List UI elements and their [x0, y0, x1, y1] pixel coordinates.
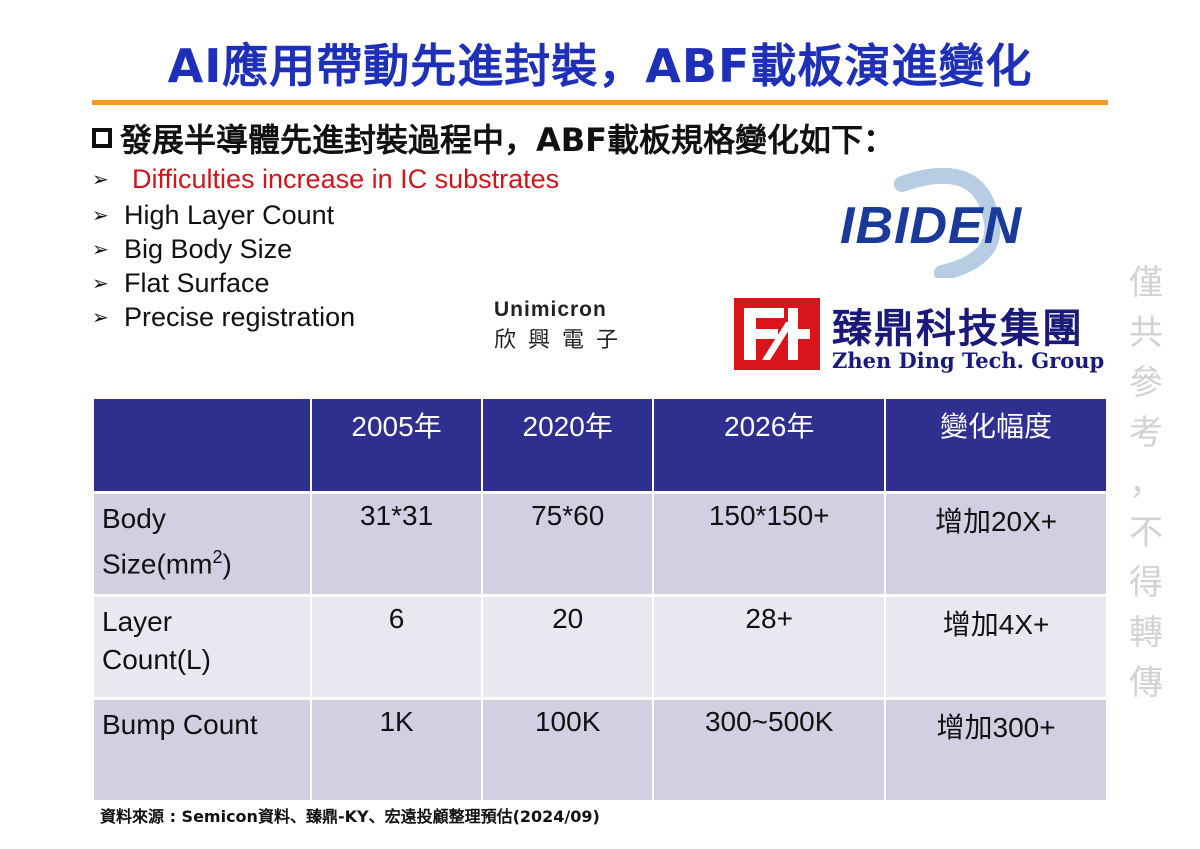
bullet-item: ➢ Precise registration: [92, 300, 559, 334]
table-row: Bump Count 1K 100K 300~500K 增加300+: [94, 700, 1106, 800]
arrow-bullet-icon: ➢: [92, 204, 109, 227]
row-label-line: Layer: [102, 606, 173, 637]
watermark-char: ，: [1129, 463, 1163, 503]
table-header-cell: [94, 399, 310, 491]
subtitle: 發展半導體先進封裝過程中，ABF載板規格變化如下：: [92, 115, 895, 161]
row-label-line: Bump Count: [102, 709, 258, 740]
table-row: Body Size(mm2) 31*31 75*60 150*150+ 增加20…: [94, 494, 1106, 594]
abf-spec-table: 2005年 2020年 2026年 變化幅度 Body Size(mm2) 31…: [92, 396, 1108, 803]
table-cell: 增加20X+: [886, 494, 1106, 594]
bullet-text: Precise registration: [124, 301, 356, 332]
ibiden-logo: IBIDEN: [840, 197, 1023, 255]
watermark: 僅 共 參 考 ， 不 得 轉 傳: [1126, 258, 1166, 708]
superscript: 2: [212, 547, 223, 567]
arrow-bullet-icon: ➢: [92, 168, 109, 191]
table-cell: 20: [483, 597, 653, 697]
bullet-list: ➢ Difficulties increase in IC substrates…: [92, 160, 559, 334]
subtitle-text: 發展半導體先進封裝過程中，ABF載板規格變化如下：: [120, 121, 896, 159]
bullet-text: Difficulties increase in IC substrates: [132, 163, 560, 194]
bullet-text: Big Body Size: [124, 233, 293, 264]
watermark-char: 得: [1129, 563, 1163, 603]
bullet-item: ➢ High Layer Count: [92, 198, 559, 232]
row-label-line: Size(mm: [102, 548, 213, 580]
row-label-line: Body: [102, 503, 166, 534]
row-label: Body Size(mm2): [94, 494, 310, 594]
table-row: Layer Count(L) 6 20 28+ 增加4X+: [94, 597, 1106, 697]
row-label: Bump Count: [94, 700, 310, 800]
row-label: Layer Count(L): [94, 597, 310, 697]
arrow-bullet-icon: ➢: [92, 238, 109, 261]
table-header-cell: 變化幅度: [886, 399, 1106, 491]
row-label-close: ): [222, 548, 232, 580]
ibiden-logo-arc-icon: [894, 168, 1001, 278]
table-header-cell: 2026年: [654, 399, 885, 491]
zhending-logo: Zhen Ding Tech. Group: [832, 348, 1105, 373]
zhending-logo-chinese: 臻鼎科技集團: [832, 305, 1084, 352]
bullet-item: ➢ Big Body Size: [92, 232, 559, 266]
table-cell: 6: [312, 597, 482, 697]
watermark-char: 傳: [1129, 663, 1163, 703]
zhending-logo-mark-icon: [734, 298, 820, 370]
bullet-text: High Layer Count: [124, 199, 335, 230]
table-header-cell: 2020年: [483, 399, 653, 491]
page-title: AI應用帶動先進封裝，ABF載板演進變化: [167, 39, 1033, 93]
table-cell: 150*150+: [654, 494, 885, 594]
bullet-item: ➢ Difficulties increase in IC substrates: [92, 160, 559, 198]
table-header-row: 2005年 2020年 2026年 變化幅度: [94, 399, 1106, 491]
watermark-char: 共: [1129, 313, 1163, 353]
watermark-char: 僅: [1129, 263, 1163, 303]
table-cell: 100K: [483, 700, 653, 800]
table-cell: 28+: [654, 597, 885, 697]
table-cell: 增加300+: [886, 700, 1106, 800]
row-label-line: Count(L): [102, 644, 211, 675]
source-note: 資料來源 : Semicon資料、臻鼎-KY、宏遠投顧整理預估(2024/09): [100, 807, 600, 826]
watermark-char: 參: [1129, 363, 1163, 403]
table-cell: 31*31: [312, 494, 482, 594]
watermark-char: 考: [1129, 413, 1163, 453]
table-cell: 300~500K: [654, 700, 885, 800]
watermark-char: 不: [1129, 513, 1163, 553]
table-cell: 1K: [312, 700, 482, 800]
watermark-char: 轉: [1129, 613, 1163, 653]
bullet-text: Flat Surface: [124, 267, 270, 298]
square-bullet-icon: [92, 128, 112, 148]
arrow-bullet-icon: ➢: [92, 306, 109, 329]
table-header-cell: 2005年: [312, 399, 482, 491]
arrow-bullet-icon: ➢: [92, 272, 109, 295]
unimicron-logo-chinese: 欣興電子: [494, 328, 631, 353]
title-divider: [92, 100, 1108, 105]
table-cell: 75*60: [483, 494, 653, 594]
unimicron-logo: Unimicron: [494, 298, 607, 321]
bullet-item: ➢ Flat Surface: [92, 266, 559, 300]
table-cell: 增加4X+: [886, 597, 1106, 697]
